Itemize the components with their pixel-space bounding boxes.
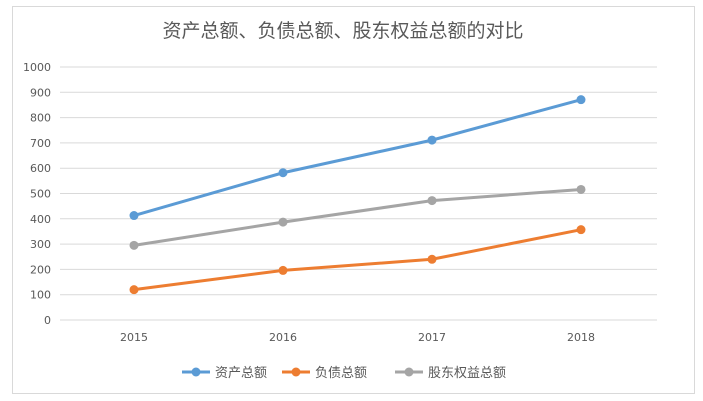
x-tick-label: 2015 <box>120 331 148 344</box>
series-line <box>132 228 583 292</box>
y-axis-ticks: 0 100 200 300 400 500 600 700 800 900 1000 <box>23 61 51 327</box>
data-point <box>427 196 437 206</box>
legend-marker <box>191 367 201 377</box>
data-point <box>278 265 288 275</box>
y-tick-label: 600 <box>30 162 51 175</box>
y-tick-label: 100 <box>30 289 51 302</box>
series-line <box>132 98 583 218</box>
legend-item-1: 资产总额 <box>182 366 267 381</box>
legend: 资产总额 负债总额 股东权益总额 <box>182 365 506 381</box>
y-tick-label: 500 <box>30 188 51 201</box>
legend-label: 资产总额 <box>215 366 267 381</box>
x-tick-label: 2018 <box>567 331 595 344</box>
y-tick-label: 300 <box>30 238 51 251</box>
data-point <box>278 217 288 227</box>
chart-title: 资产总额、负债总额、股东权益总额的对比 <box>162 20 523 42</box>
data-point <box>129 240 139 250</box>
y-tick-label: 700 <box>30 137 51 150</box>
series-line <box>132 187 583 247</box>
data-point <box>427 135 437 145</box>
y-tick-label: 400 <box>30 213 51 226</box>
chart-frame <box>12 6 695 394</box>
series-3 <box>129 184 586 250</box>
x-tick-label: 2017 <box>418 331 446 344</box>
legend-item-3: 股东权益总额 <box>395 365 506 381</box>
series-layer <box>129 95 586 295</box>
y-tick-label: 0 <box>44 314 51 327</box>
legend-item-2: 负债总额 <box>282 366 367 381</box>
data-point <box>427 254 437 264</box>
series-1 <box>129 95 586 221</box>
series-2 <box>129 225 586 295</box>
x-axis-ticks: 2015 2016 2017 2018 <box>120 331 595 344</box>
data-point <box>129 285 139 295</box>
legend-marker <box>291 367 301 377</box>
data-point <box>576 184 586 194</box>
data-point <box>129 211 139 221</box>
data-point <box>278 168 288 178</box>
legend-marker <box>404 367 414 377</box>
y-tick-label: 200 <box>30 263 51 276</box>
data-point <box>576 95 586 105</box>
data-point <box>576 225 586 235</box>
x-tick-label: 2016 <box>269 331 297 344</box>
legend-label: 负债总额 <box>315 366 367 381</box>
y-tick-label: 1000 <box>23 61 51 74</box>
y-tick-label: 900 <box>30 86 51 99</box>
grid-lines <box>60 66 657 321</box>
y-tick-label: 800 <box>30 112 51 125</box>
legend-label: 股东权益总额 <box>428 365 506 381</box>
